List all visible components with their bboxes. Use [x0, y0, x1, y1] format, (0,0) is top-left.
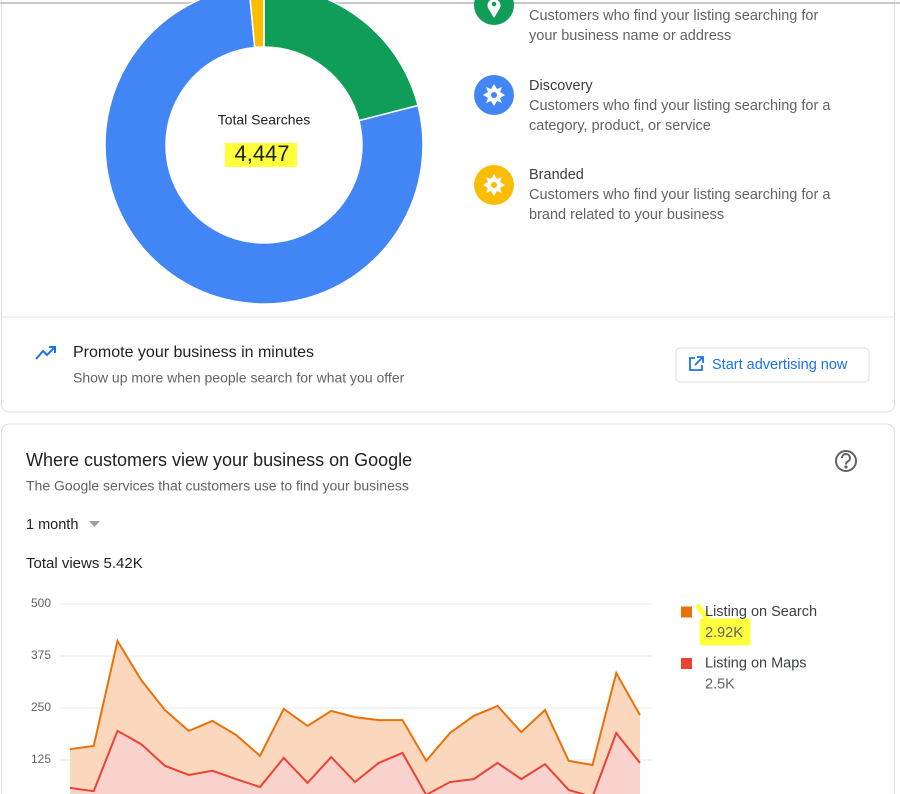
y-tick-label: 250 — [31, 700, 51, 714]
direct-icon — [474, 0, 514, 25]
trending-icon — [35, 346, 56, 360]
branded-icon — [474, 165, 514, 205]
donut-segment — [249, 0, 265, 49]
donut-segment — [104, 0, 424, 305]
area-chart: 125 250 375 500 — [31, 596, 652, 794]
button-label[interactable]: Start advertising now — [712, 357, 848, 373]
y-tick-label: 500 — [31, 596, 51, 610]
legend-description: brand related to your business — [529, 207, 724, 223]
area-fill — [70, 730, 640, 794]
highlight — [695, 603, 751, 646]
advertise-button[interactable]: Start advertising now — [675, 347, 870, 383]
legend-label: Listing on Search — [705, 604, 817, 620]
legend-description: your business name or address — [529, 28, 731, 44]
legend-description: Customers who find your listing searchin… — [529, 8, 818, 24]
open-icon — [689, 356, 704, 371]
legend-total: 2.5K — [705, 676, 735, 692]
promote-title: Promote your business in minutes — [73, 344, 314, 361]
period-dropdown[interactable]: 1 month — [26, 517, 100, 533]
y-tick-label: 125 — [31, 752, 51, 766]
promote-subtitle: Show up more when people search for what… — [73, 370, 405, 386]
total-views: Total views 5.42K — [26, 555, 143, 572]
legend-swatch — [681, 606, 692, 618]
legend-swatch — [681, 658, 692, 669]
legend-description: Customers who find your listing searchin… — [529, 187, 831, 203]
legend-description: category, product, or service — [529, 118, 711, 134]
dropdown-arrow[interactable] — [89, 521, 100, 527]
legend-label: Listing on Maps — [705, 655, 807, 671]
y-tick-label: 375 — [31, 648, 51, 662]
legend-description: Customers who find your listing searchin… — [529, 98, 831, 114]
period-label[interactable]: 1 month — [26, 517, 78, 533]
help-icon[interactable] — [835, 450, 857, 472]
views-legend: Listing on Search 2.92K Listing on Maps 2.5… — [681, 604, 817, 692]
searches-card — [1, 0, 895, 413]
card-title: Where customers view your business on Go… — [26, 450, 412, 470]
legend-total: 2.92K — [705, 625, 743, 641]
donut-label: Total Searches — [218, 112, 311, 128]
legend-title: Branded — [529, 167, 584, 183]
legend-title: Discovery — [529, 78, 593, 94]
area-line — [69, 638, 641, 767]
donut-total: 4,447 — [234, 141, 289, 166]
area-line — [69, 729, 641, 794]
discovery-icon — [474, 75, 514, 115]
card-subtitle: The Google services that customers use t… — [26, 478, 409, 494]
donut-chart — [104, 0, 424, 305]
highlight — [225, 143, 297, 167]
views-card — [1, 423, 895, 794]
